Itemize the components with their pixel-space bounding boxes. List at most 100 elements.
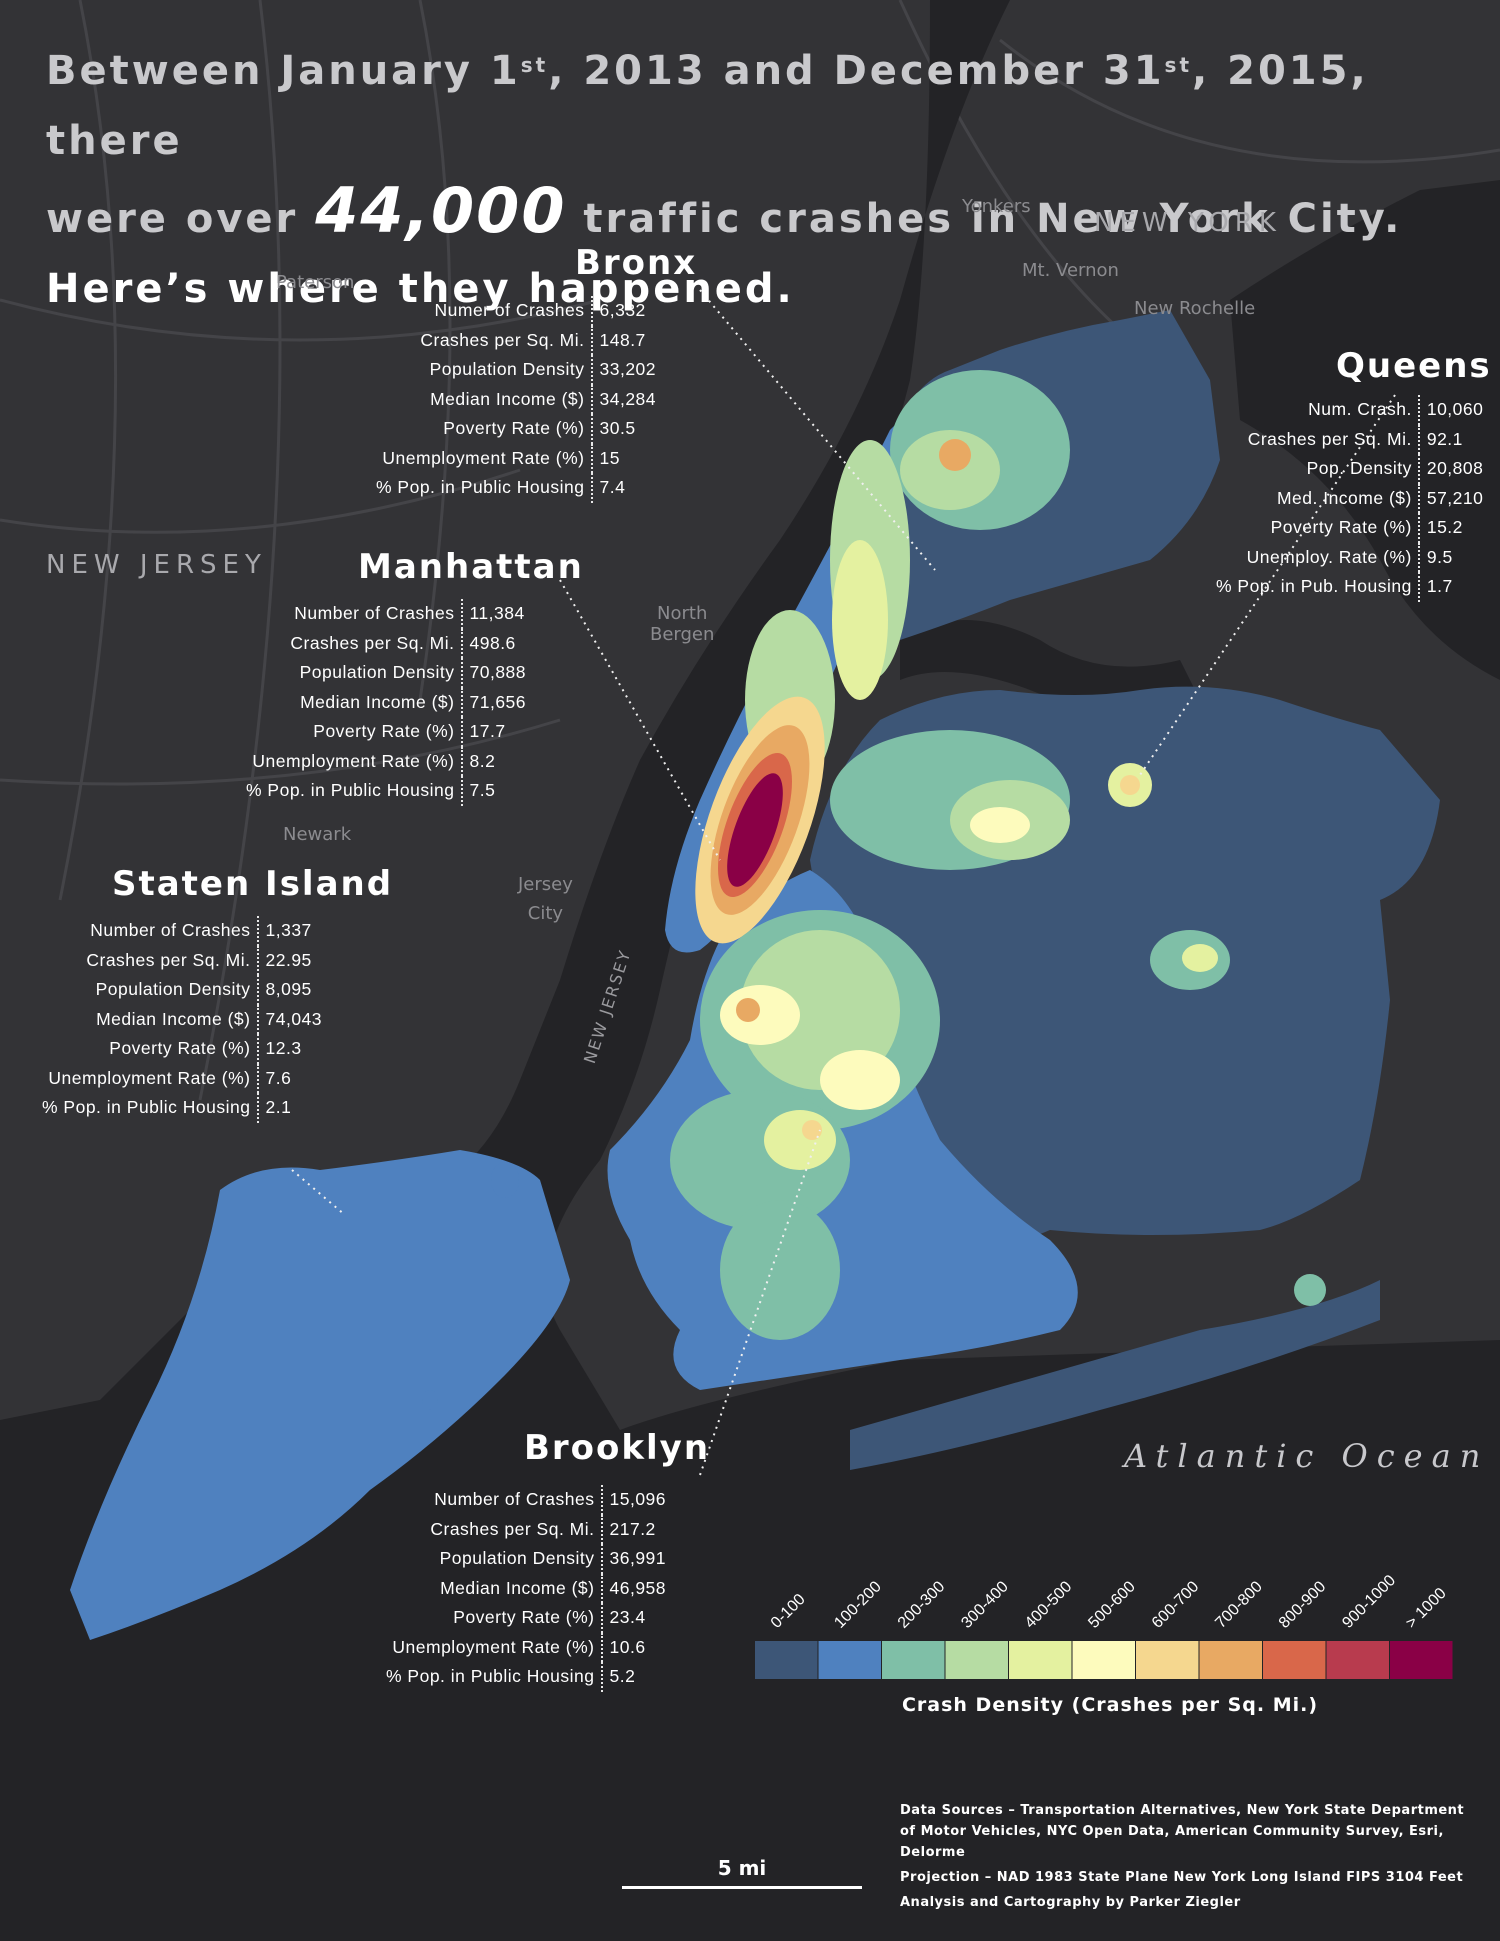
stat-row: % Pop. in Public Housing 5.2 [380, 1662, 672, 1692]
stat-label: Num. Crash. [1210, 395, 1420, 425]
stat-row: Med. Income ($) 57,210 [1210, 483, 1489, 513]
stat-row: Poverty Rate (%) 30.5 [370, 414, 662, 444]
headline-text: were over [46, 196, 316, 242]
stat-label: Crashes per Sq. Mi. [1210, 424, 1420, 454]
stat-label: Unemployment Rate (%) [380, 1632, 603, 1662]
stat-row: Crashes per Sq. Mi. 22.95 [36, 945, 328, 975]
stat-value: 5.2 [609, 1666, 636, 1687]
stat-row: Crashes per Sq. Mi. 148.7 [370, 325, 662, 355]
stat-row: Num. Crash. 10,060 [1210, 395, 1489, 425]
stat-value: 22.95 [265, 949, 312, 970]
place-newark: Newark [283, 824, 352, 845]
region-new-york: NEW YORK [1094, 208, 1282, 238]
headline-text: traffic crashes in New York City. [566, 196, 1403, 242]
stat-value: 11,384 [469, 603, 525, 624]
stat-value: 92.1 [1426, 428, 1463, 449]
place-line: Jersey [518, 874, 573, 895]
callout-lines [291, 289, 1396, 1476]
headline-text: , 2015, there [46, 48, 1369, 164]
region-new-jersey: NEW JERSEY [46, 550, 267, 580]
stat-value: 7.4 [599, 477, 626, 498]
stat-row: Unemployment Rate (%) 15 [370, 443, 662, 473]
stat-row: Population Density 36,991 [380, 1544, 672, 1574]
legend-swatch [945, 1641, 1008, 1679]
stat-value: 9.5 [1426, 546, 1453, 567]
stat-label: Number of Crashes [380, 1485, 603, 1515]
stat-value: 148.7 [599, 329, 646, 350]
stat-label: Crashes per Sq. Mi. [240, 628, 463, 658]
legend-color-ramp [755, 1641, 1453, 1679]
stat-value: 17.7 [469, 721, 506, 742]
place-mt-vernon: Mt. Vernon [1022, 260, 1119, 281]
borough-stats-table: Number of Crashes 15,096 Crashes per Sq. M… [380, 1485, 672, 1692]
headline-text: , 2013 and December 31 [548, 48, 1165, 94]
stat-row: Poverty Rate (%) 12.3 [36, 1034, 328, 1064]
stat-row: % Pop. in Pub. Housing 1.7 [1210, 572, 1489, 602]
legend-swatch [1326, 1641, 1389, 1679]
place-north-bergen: North Bergen [650, 603, 714, 645]
stat-value: 34,284 [599, 388, 657, 409]
stat-label: Crashes per Sq. Mi. [36, 945, 259, 975]
stat-row: Unemployment Rate (%) 10.6 [380, 1632, 672, 1662]
stat-row: Number of Crashes 11,384 [240, 599, 532, 629]
place-jersey-city: Jersey City [518, 870, 573, 928]
staten-island-shape [70, 1150, 570, 1640]
borough-name: Bronx [575, 243, 698, 283]
stat-row: Unemployment Rate (%) 8.2 [240, 746, 532, 776]
stat-label: Population Density [36, 975, 259, 1005]
stat-value: 10,060 [1426, 399, 1484, 420]
density-blobs [422, 370, 1326, 1410]
borough-name: Brooklyn [524, 1428, 711, 1468]
borough-name: Manhattan [358, 547, 584, 587]
borough-name: Queens [1336, 346, 1492, 386]
stat-value: 30.5 [599, 418, 636, 439]
stat-value: 498.6 [469, 632, 516, 653]
stat-value: 36,991 [609, 1548, 667, 1569]
stat-row: Unemploy. Rate (%) 9.5 [1210, 542, 1489, 572]
sources-data: Data Sources – Transportation Alternativ… [900, 1803, 1465, 1860]
stat-label: Number of Crashes [36, 916, 259, 946]
stat-row: Population Density 70,888 [240, 658, 532, 688]
headline-text: Between January 1 [46, 48, 521, 94]
stat-row: Median Income ($) 46,958 [380, 1573, 672, 1603]
stat-value: 15.2 [1426, 517, 1463, 538]
stat-row: Poverty Rate (%) 23.4 [380, 1603, 672, 1633]
stat-label: Crashes per Sq. Mi. [370, 325, 593, 355]
stat-value: 2.1 [265, 1097, 292, 1118]
borough-name: Staten Island [112, 864, 394, 904]
stat-label: Med. Income ($) [1210, 483, 1420, 513]
stat-row: Pop. Density 20,808 [1210, 454, 1489, 484]
stat-label: Numer of Crashes [370, 296, 593, 326]
legend-swatch [818, 1641, 881, 1679]
stat-label: Poverty Rate (%) [380, 1603, 603, 1633]
stat-value: 20,808 [1426, 458, 1484, 479]
headline-sup: st [1164, 53, 1193, 77]
stat-row: Number of Crashes 15,096 [380, 1485, 672, 1515]
stat-label: Population Density [240, 658, 463, 688]
stat-label: % Pop. in Public Housing [240, 776, 463, 806]
scale-bar [622, 1886, 862, 1889]
stat-value: 15 [599, 447, 620, 468]
stat-value: 46,958 [609, 1577, 667, 1598]
stat-value: 7.5 [469, 780, 496, 801]
stat-value: 8,095 [265, 979, 312, 1000]
stat-value: 6,332 [599, 300, 646, 321]
stat-value: 1,337 [265, 920, 312, 941]
stat-row: % Pop. in Public Housing 2.1 [36, 1093, 328, 1123]
headline-crash-count: 44,000 [315, 174, 567, 247]
stat-value: 74,043 [265, 1008, 323, 1029]
stat-label: Median Income ($) [36, 1004, 259, 1034]
stat-label: Poverty Rate (%) [36, 1034, 259, 1064]
legend-swatch [1199, 1641, 1262, 1679]
stat-row: Crashes per Sq. Mi. 498.6 [240, 628, 532, 658]
stat-label: % Pop. in Public Housing [36, 1093, 259, 1123]
stat-value: 12.3 [265, 1038, 302, 1059]
headline-sup: st [520, 53, 549, 77]
stat-value: 70,888 [469, 662, 527, 683]
stat-label: Unemployment Rate (%) [240, 746, 463, 776]
stat-label: % Pop. in Pub. Housing [1210, 572, 1420, 602]
legend-title: Crash Density (Crashes per Sq. Mi.) [901, 1694, 1319, 1716]
place-line: Bergen [650, 624, 715, 645]
stat-value: 7.6 [265, 1067, 292, 1088]
